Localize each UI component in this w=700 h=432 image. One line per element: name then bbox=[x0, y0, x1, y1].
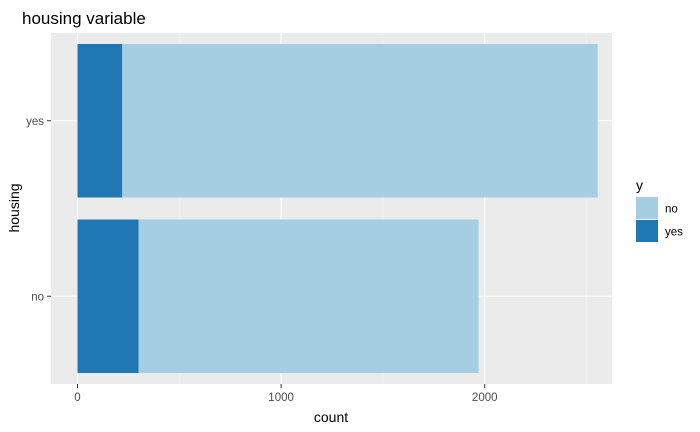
y-tick-label: yes bbox=[26, 116, 44, 128]
bar-no-yes bbox=[77, 219, 139, 373]
chart-title: housing variable bbox=[22, 9, 146, 28]
legend-key-no bbox=[636, 197, 658, 219]
x-tick-label: 0 bbox=[74, 392, 80, 404]
x-axis-title: count bbox=[314, 409, 348, 425]
axes: 0 1000 2000 no yes bbox=[26, 116, 497, 404]
y-tick-label: no bbox=[31, 291, 44, 303]
legend: y no yes bbox=[636, 177, 683, 242]
x-tick-label: 1000 bbox=[268, 392, 294, 404]
bar-no-no bbox=[138, 219, 479, 373]
y-axis-title: housing bbox=[6, 183, 22, 232]
legend-label-no: no bbox=[665, 204, 678, 216]
legend-title: y bbox=[636, 177, 643, 193]
bars bbox=[77, 44, 598, 373]
bar-yes-no bbox=[122, 44, 598, 198]
legend-label-yes: yes bbox=[665, 227, 683, 239]
bar-yes-yes bbox=[77, 44, 123, 198]
legend-key-yes bbox=[636, 220, 658, 242]
x-tick-label: 2000 bbox=[472, 392, 498, 404]
